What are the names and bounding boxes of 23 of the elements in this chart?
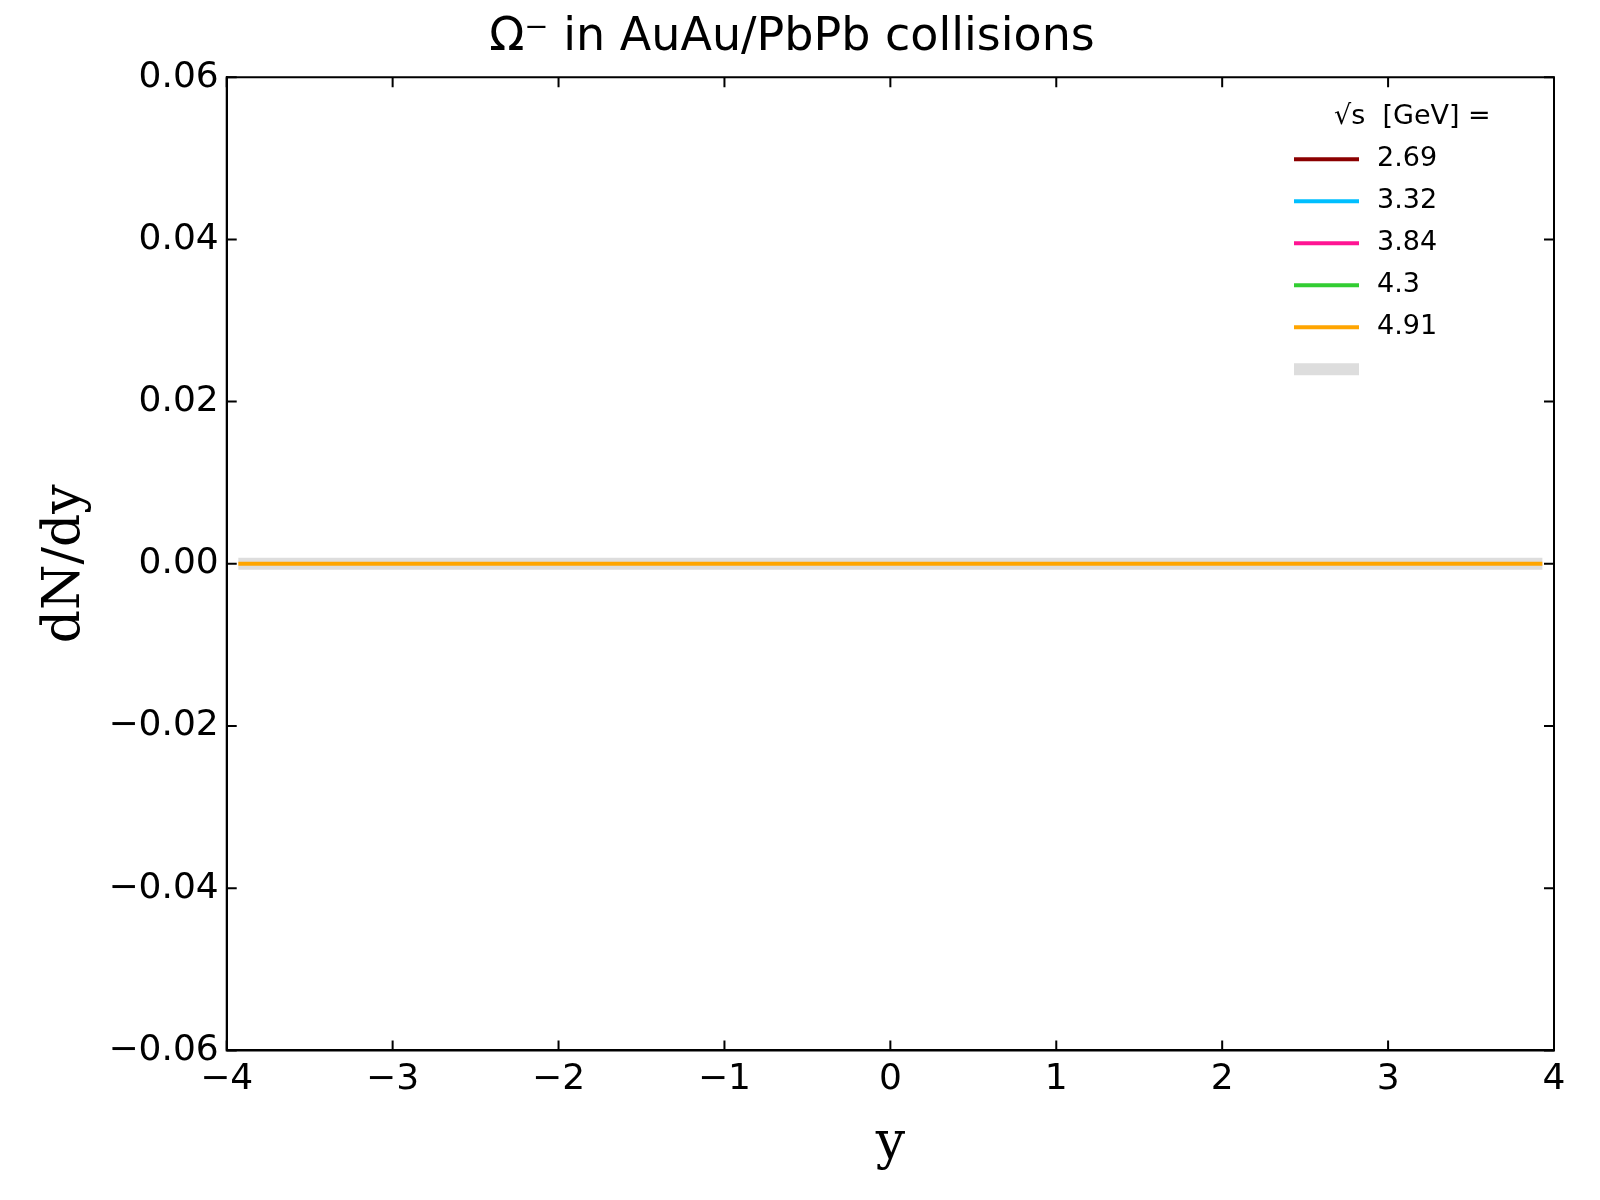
x-tick-label: 1: [1044, 1056, 1068, 1098]
y-tick-label: 0.00: [138, 540, 219, 582]
x-axis-title: y: [874, 1110, 906, 1171]
y-tick-label: 0.06: [138, 53, 219, 95]
y-axis-title: dN/dy: [30, 483, 91, 644]
x-tick-label: −3: [366, 1056, 420, 1098]
legend-label: 3.84: [1377, 225, 1438, 257]
x-tick-label: 4: [1542, 1056, 1566, 1098]
legend-label: 4.91: [1377, 309, 1438, 341]
x-tick-label: −2: [532, 1056, 586, 1098]
y-tick-label: 0.04: [138, 215, 219, 257]
legend-label: 2.69: [1377, 141, 1438, 173]
x-tick-label: −1: [697, 1056, 751, 1098]
legend-title: √s [GeV] =: [1334, 99, 1491, 131]
legend-label: 3.32: [1377, 183, 1438, 215]
x-tick-label: 2: [1210, 1056, 1234, 1098]
y-tick-label: −0.02: [108, 702, 219, 744]
y-tick-label: 0.02: [138, 377, 219, 419]
chart-title: Ω⁻ in AuAu/PbPb collisions: [489, 6, 1095, 61]
y-tick-label: −0.04: [108, 864, 219, 906]
x-tick-label: 3: [1376, 1056, 1400, 1098]
x-tick-label: 0: [878, 1056, 902, 1098]
legend-label: 4.3: [1377, 267, 1420, 299]
